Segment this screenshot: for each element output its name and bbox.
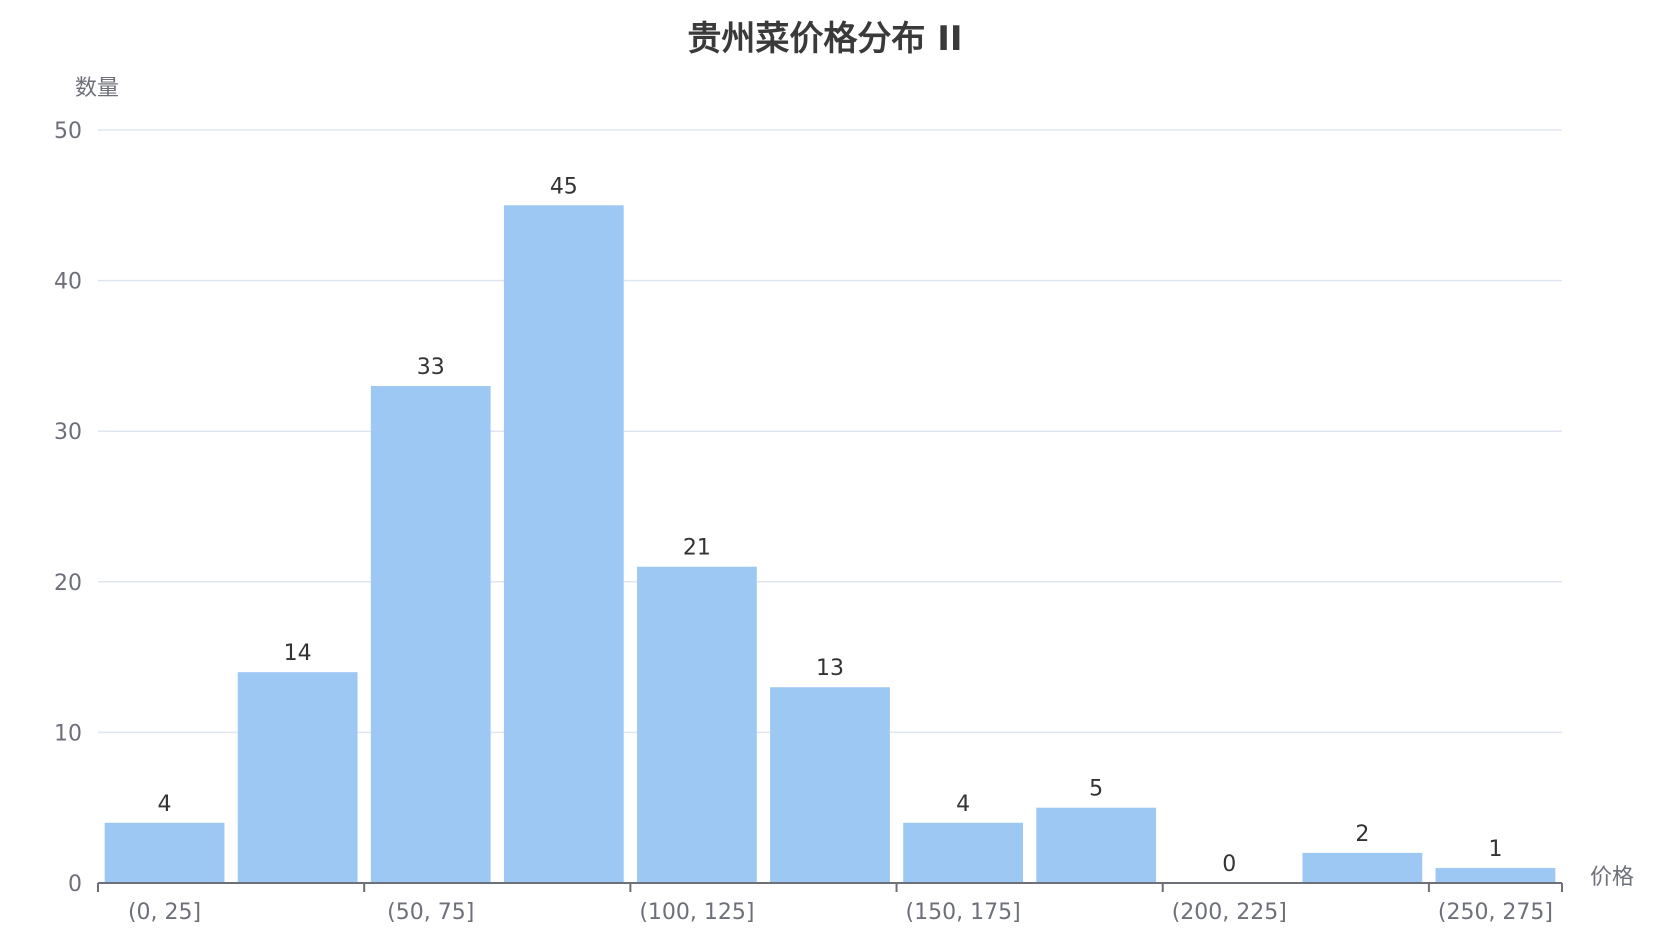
x-tick-label: (200, 225] bbox=[1172, 900, 1287, 925]
data-label: 13 bbox=[816, 656, 844, 681]
bar[interactable] bbox=[503, 205, 624, 884]
y-tick-label: 40 bbox=[54, 270, 82, 295]
y-axis-title: 数量 bbox=[75, 76, 119, 101]
x-axis-title: 价格 bbox=[1590, 865, 1634, 890]
bar[interactable] bbox=[903, 822, 1023, 883]
bar[interactable] bbox=[237, 672, 358, 883]
x-tick-label: (100, 125] bbox=[639, 900, 754, 925]
data-label: 33 bbox=[417, 355, 445, 380]
data-label: 14 bbox=[284, 641, 312, 666]
bar[interactable] bbox=[370, 386, 491, 883]
x-tick-label: (50, 75] bbox=[387, 900, 474, 925]
bar[interactable] bbox=[1435, 867, 1556, 883]
y-tick-label: 0 bbox=[68, 872, 82, 897]
chart-title: 贵州菜价格分布 II bbox=[687, 19, 962, 59]
grid-lines bbox=[98, 129, 1562, 734]
bars bbox=[104, 205, 1556, 884]
bar[interactable] bbox=[1036, 807, 1157, 883]
y-tick-label: 20 bbox=[54, 571, 82, 596]
x-axis bbox=[97, 882, 1563, 892]
data-label: 5 bbox=[1089, 777, 1103, 802]
y-tick-label: 10 bbox=[54, 721, 82, 746]
data-label: 2 bbox=[1355, 822, 1369, 847]
x-tick-label: (250, 275] bbox=[1438, 900, 1553, 925]
bar[interactable] bbox=[1302, 852, 1423, 883]
bar[interactable] bbox=[104, 822, 225, 883]
bar[interactable] bbox=[637, 566, 757, 883]
data-label: 21 bbox=[683, 536, 711, 561]
y-tick-label: 50 bbox=[54, 119, 82, 144]
bar[interactable] bbox=[770, 687, 890, 883]
x-tick-label: (0, 25] bbox=[128, 900, 201, 925]
x-tick-label: (150, 175] bbox=[906, 900, 1021, 925]
y-tick-label: 30 bbox=[54, 420, 82, 445]
data-label: 4 bbox=[956, 792, 970, 817]
data-label: 0 bbox=[1222, 852, 1236, 877]
data-label: 4 bbox=[158, 792, 172, 817]
data-label: 1 bbox=[1488, 837, 1502, 862]
data-label: 45 bbox=[550, 174, 578, 199]
